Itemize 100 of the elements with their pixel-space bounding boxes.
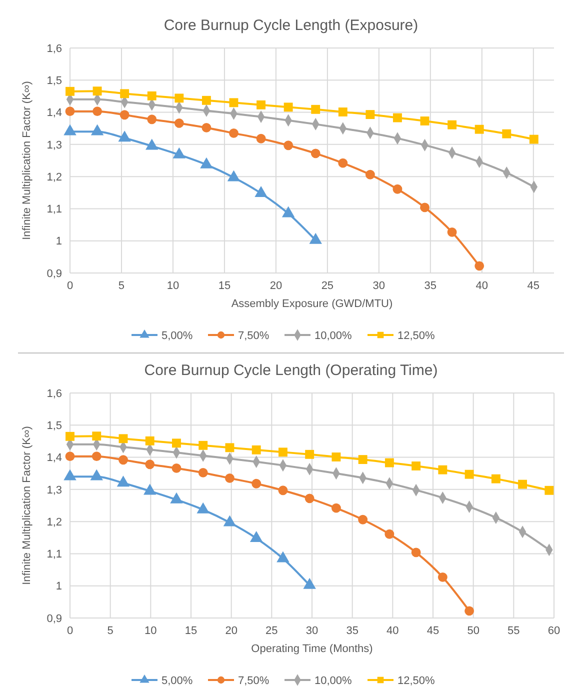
x-tick-label: 25 bbox=[321, 280, 334, 292]
point bbox=[365, 170, 375, 180]
y-tick-label: 0,9 bbox=[46, 268, 62, 280]
point bbox=[147, 91, 156, 100]
legend-label: 12,50% bbox=[398, 330, 436, 342]
x-tick-label: 0 bbox=[66, 625, 74, 637]
point bbox=[474, 261, 484, 271]
point bbox=[92, 86, 102, 96]
point bbox=[252, 478, 262, 488]
point bbox=[118, 455, 128, 465]
point bbox=[358, 455, 368, 464]
point bbox=[92, 452, 102, 462]
legend-label: 5,00% bbox=[162, 330, 193, 342]
x-tick-label: 10 bbox=[144, 625, 157, 637]
point bbox=[229, 128, 238, 138]
point bbox=[311, 104, 320, 114]
point bbox=[172, 438, 181, 448]
legend-label: 7,50% bbox=[238, 674, 270, 687]
point bbox=[448, 120, 457, 130]
point bbox=[172, 464, 182, 473]
point bbox=[366, 110, 375, 120]
point bbox=[338, 158, 348, 168]
y-tick-label: 1,5 bbox=[46, 420, 62, 432]
x-tick-label: 50 bbox=[467, 625, 480, 637]
x-tick-label: 30 bbox=[306, 625, 318, 637]
x-tick-label: 10 bbox=[166, 280, 180, 292]
legend-label: 10,00% bbox=[314, 330, 352, 342]
x-tick-label: 55 bbox=[508, 625, 520, 637]
point bbox=[284, 102, 293, 112]
x-tick-label: 40 bbox=[476, 280, 488, 292]
point bbox=[438, 572, 448, 582]
point bbox=[225, 443, 234, 452]
x-tick-label: 30 bbox=[372, 280, 386, 292]
y-axis-title: Infinite Multiplication Factor (K∞) bbox=[21, 426, 33, 585]
point bbox=[202, 96, 211, 105]
point bbox=[65, 106, 75, 116]
chart-title: Core Burnup Cycle Length (Exposure) bbox=[164, 17, 418, 34]
y-tick-label: 1,6 bbox=[46, 388, 62, 400]
point bbox=[284, 140, 294, 150]
y-tick-label: 1,1 bbox=[46, 548, 62, 561]
point bbox=[305, 450, 314, 459]
point bbox=[198, 468, 208, 478]
point bbox=[145, 460, 155, 470]
point bbox=[92, 432, 102, 441]
point bbox=[310, 148, 320, 158]
y-axis-title: Infinite Multiplication Factor (K∞) bbox=[21, 81, 33, 240]
y-tick-label: 1,6 bbox=[46, 42, 62, 55]
y-tick-label: 1 bbox=[56, 236, 62, 248]
y-tick-label: 1,2 bbox=[46, 171, 62, 184]
x-tick-label: 35 bbox=[346, 625, 358, 637]
point bbox=[252, 445, 261, 454]
point bbox=[66, 432, 74, 441]
point bbox=[502, 129, 512, 138]
point bbox=[304, 494, 314, 504]
point bbox=[384, 458, 394, 468]
point bbox=[229, 98, 238, 108]
point bbox=[358, 514, 368, 524]
x-tick-label: 0 bbox=[66, 280, 74, 292]
point bbox=[120, 110, 130, 120]
point bbox=[331, 503, 341, 513]
legend-label: 5,00% bbox=[162, 674, 193, 687]
point bbox=[225, 473, 234, 483]
point bbox=[256, 134, 266, 144]
point bbox=[420, 116, 430, 126]
x-tick-label: 25 bbox=[266, 625, 278, 637]
y-tick-label: 1,1 bbox=[46, 204, 62, 216]
point bbox=[518, 480, 528, 489]
point bbox=[491, 474, 500, 484]
point bbox=[393, 113, 402, 122]
point bbox=[145, 436, 154, 446]
y-tick-label: 1 bbox=[56, 580, 62, 593]
x-tick-label: 45 bbox=[426, 625, 440, 637]
y-tick-label: 1,3 bbox=[46, 484, 62, 496]
point bbox=[411, 548, 421, 558]
legend-label: 10,00% bbox=[314, 674, 352, 687]
y-tick-label: 1,5 bbox=[46, 74, 62, 87]
x-axis-title: Operating Time (Months) bbox=[251, 643, 373, 655]
point bbox=[92, 106, 102, 116]
point bbox=[447, 227, 457, 237]
point bbox=[198, 440, 208, 450]
y-tick-label: 1,4 bbox=[46, 452, 62, 464]
point bbox=[120, 89, 130, 98]
x-tick-label: 40 bbox=[386, 625, 399, 637]
y-tick-label: 1,2 bbox=[46, 516, 62, 528]
x-axis-title: Assembly Exposure (GWD/MTU) bbox=[231, 298, 393, 310]
point bbox=[464, 470, 474, 479]
point bbox=[529, 134, 538, 144]
legend-label: 12,50% bbox=[398, 674, 436, 687]
point bbox=[278, 486, 288, 496]
point bbox=[544, 486, 554, 495]
point bbox=[420, 202, 430, 212]
point bbox=[66, 86, 74, 96]
legend-label: 7,50% bbox=[238, 330, 270, 342]
point bbox=[65, 452, 75, 462]
point bbox=[332, 452, 341, 462]
point bbox=[438, 465, 448, 474]
point bbox=[256, 100, 266, 110]
point bbox=[392, 184, 402, 194]
point bbox=[412, 461, 421, 470]
y-tick-label: 1,4 bbox=[46, 107, 62, 120]
